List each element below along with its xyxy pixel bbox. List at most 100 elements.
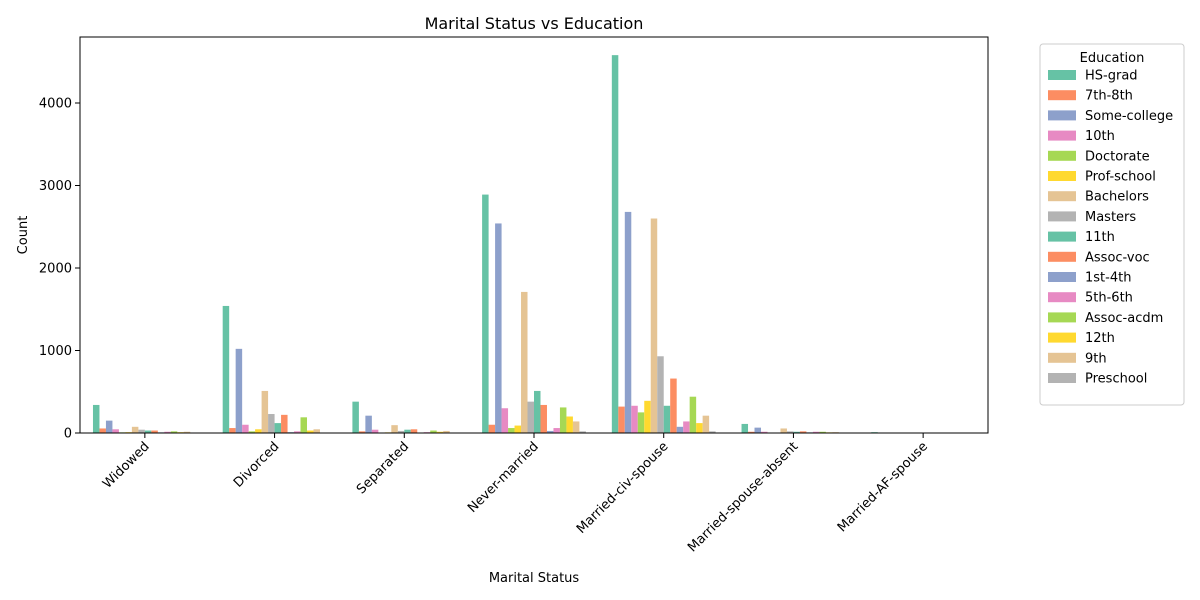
bar — [268, 414, 275, 433]
bar — [300, 417, 307, 433]
legend-label: 7th-8th — [1085, 89, 1133, 104]
legend-swatch — [1048, 130, 1076, 141]
bar — [281, 414, 288, 433]
bar — [683, 421, 690, 433]
legend-label: Doctorate — [1085, 149, 1150, 164]
bar — [248, 431, 256, 433]
bar — [495, 223, 502, 433]
bar — [242, 424, 249, 433]
bar — [501, 408, 509, 433]
x-axis: Widowed Divorced Separated Never-married Mar… — [100, 433, 931, 555]
bar — [786, 431, 794, 433]
bar — [436, 431, 444, 433]
legend-label: 11th — [1085, 230, 1115, 245]
legend-label: Preschool — [1085, 372, 1147, 387]
bar — [144, 430, 152, 433]
x-tick-label: Married-civ-spouse — [574, 439, 672, 537]
bar — [780, 428, 787, 433]
bar — [151, 430, 158, 433]
legend-label: 5th-6th — [1085, 291, 1133, 306]
bar — [631, 405, 638, 433]
bar — [410, 429, 418, 433]
bar — [689, 396, 697, 433]
bar — [663, 405, 671, 433]
legend-label: Bachelors — [1085, 190, 1149, 205]
bar — [748, 431, 755, 433]
bar — [138, 429, 145, 433]
bar — [624, 211, 632, 433]
bar — [637, 412, 645, 434]
x-tick-label: Widowed — [100, 439, 153, 492]
bar — [799, 431, 807, 433]
bar — [443, 430, 450, 433]
bar — [352, 401, 359, 433]
bar — [313, 429, 320, 433]
bar — [819, 431, 826, 433]
bar — [131, 426, 139, 433]
legend-label: Some-college — [1085, 109, 1173, 124]
bar — [644, 400, 651, 433]
x-tick-label: Never-married — [465, 439, 542, 516]
legend-swatch — [1048, 332, 1076, 343]
y-tick-label: 0 — [64, 427, 72, 442]
legend-swatch — [1048, 292, 1076, 303]
bar — [105, 420, 113, 434]
bar — [508, 428, 515, 433]
legend-items: HS-grad 7th-8th Some-college 10th Doctorate P… — [1048, 69, 1173, 387]
bar — [696, 423, 703, 433]
bar — [754, 427, 761, 433]
legend-swatch — [1048, 150, 1076, 161]
legend-swatch — [1048, 251, 1076, 262]
y-axis: 0 1000 2000 3000 4000 — [39, 97, 80, 442]
plot-frame — [79, 36, 989, 434]
legend-swatch — [1048, 110, 1076, 121]
bar — [430, 430, 437, 433]
bar — [514, 425, 522, 433]
bar — [702, 415, 710, 433]
bar — [404, 429, 411, 433]
legend-label: Masters — [1085, 210, 1136, 225]
bar — [670, 378, 677, 433]
legend-swatch — [1048, 191, 1076, 202]
bar — [397, 430, 405, 433]
bar — [761, 431, 768, 433]
bar — [650, 218, 658, 433]
bar — [546, 430, 554, 433]
bars-group — [92, 55, 924, 434]
bar — [235, 348, 243, 433]
bar — [371, 429, 379, 433]
chart-title: Marital Status vs Education — [425, 14, 644, 33]
x-axis-label: Marital Status — [489, 571, 580, 586]
bar — [534, 390, 541, 433]
bar — [741, 423, 749, 433]
bar — [294, 431, 301, 433]
bar — [611, 55, 619, 434]
bar — [709, 431, 716, 433]
legend-swatch — [1048, 312, 1076, 323]
bar — [566, 416, 573, 433]
bar — [527, 401, 534, 433]
legend-label: 9th — [1085, 351, 1107, 366]
y-tick-label: 4000 — [39, 97, 72, 112]
bar — [274, 423, 282, 433]
bar — [391, 425, 398, 433]
legend-swatch — [1048, 70, 1076, 80]
bar — [482, 194, 489, 433]
bar — [170, 431, 178, 433]
bar — [812, 431, 820, 433]
bar — [572, 421, 580, 433]
x-tick-label: Separated — [354, 439, 412, 497]
bar — [164, 431, 171, 433]
y-axis-label: Count — [16, 216, 31, 255]
bar — [553, 428, 560, 433]
legend-swatch — [1048, 231, 1076, 242]
legend-swatch — [1048, 373, 1076, 383]
bar — [222, 305, 230, 433]
legend-swatch — [1048, 171, 1076, 181]
bar — [488, 424, 496, 433]
x-tick-label: Divorced — [231, 439, 282, 490]
legend-label: Assoc-acdm — [1085, 311, 1163, 326]
bar — [559, 407, 567, 433]
bar — [676, 426, 684, 433]
